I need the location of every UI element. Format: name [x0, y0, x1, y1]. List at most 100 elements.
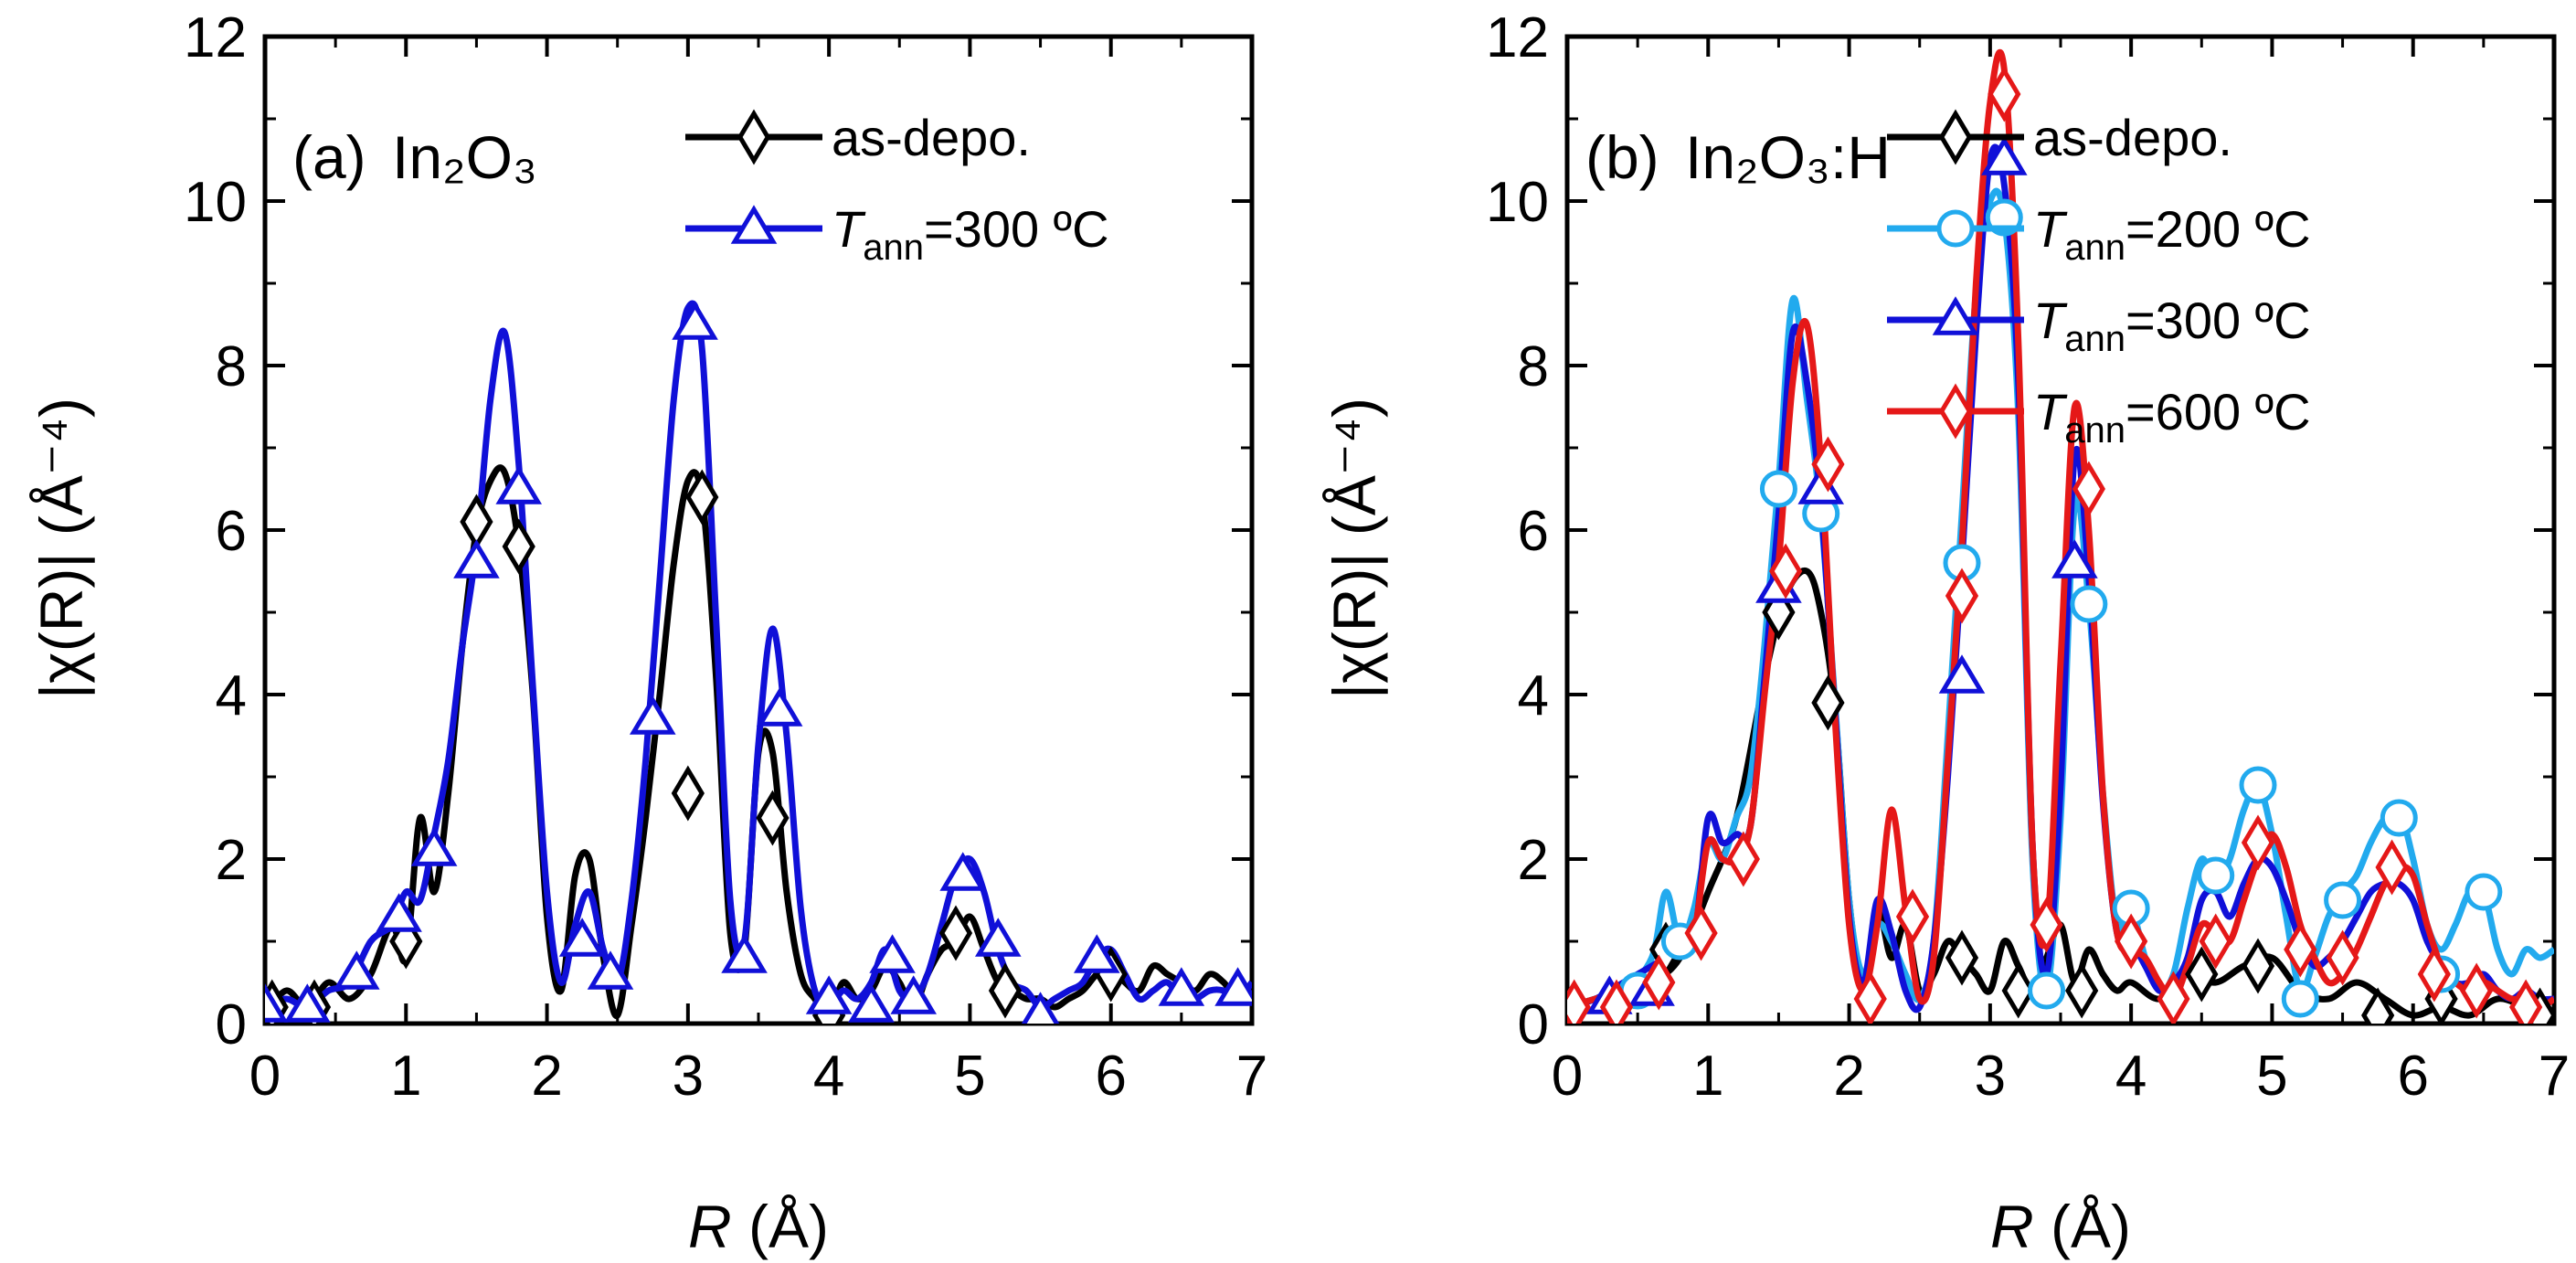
- series-marker-3: [1642, 954, 1676, 1011]
- series-marker-1: [495, 465, 543, 504]
- series-marker-3: [1853, 971, 1887, 1024]
- series-marker-0: [2241, 938, 2275, 994]
- series-marker-3: [1567, 979, 1591, 1024]
- series-marker-1: [453, 539, 500, 578]
- clipped-series: [265, 300, 1252, 1024]
- series-marker-1: [1759, 470, 1797, 508]
- x-tick-label: 2: [531, 1045, 562, 1108]
- series-marker-3: [2241, 814, 2275, 871]
- legend-marker: [1938, 109, 1973, 165]
- x-tick-label: 7: [1236, 1045, 1267, 1108]
- x-axis-label: R (Å): [1990, 1193, 2131, 1260]
- legend-label-sub: ann: [2064, 319, 2125, 359]
- clipped-series: [1567, 48, 2554, 1024]
- series-marker-0: [2001, 962, 2035, 1019]
- series-marker-3: [2509, 979, 2543, 1024]
- y-tick-label: 8: [216, 335, 247, 398]
- legend-marker: [1936, 209, 1975, 248]
- legend-item-0: as-depo.: [685, 109, 1031, 166]
- legend-item-2: Tann=300 ºC: [1887, 292, 2311, 359]
- series-marker-2: [1980, 136, 2028, 175]
- y-tick-label: 6: [216, 500, 247, 563]
- x-tick-label: 4: [813, 1045, 844, 1108]
- y-tick-label: 2: [1518, 829, 1549, 892]
- series-line-1: [265, 300, 1252, 1011]
- x-tick-label: 2: [1833, 1045, 1864, 1108]
- legend-label-var: T: [2033, 200, 2068, 258]
- legend-label: Tann=300 ºC: [832, 200, 1109, 268]
- series-marker-0: [988, 962, 1023, 1019]
- series-marker-1: [558, 918, 606, 957]
- series-marker-1: [939, 852, 987, 891]
- series-marker-1: [1073, 934, 1120, 973]
- series-marker-0: [502, 518, 535, 575]
- panel-a: |χ(R)| (Å⁻⁴) R (Å) (a) In₂O₃ 0 1 2 3 4 5 6 7024…: [27, 6, 1267, 1260]
- series-marker-1: [410, 827, 458, 866]
- y-tick-label: 4: [216, 664, 247, 727]
- series-marker-3: [2326, 929, 2359, 986]
- series-marker-3: [1684, 905, 1718, 961]
- legend-item-1: Tann=300 ºC: [685, 200, 1109, 268]
- x-tick-label: 5: [954, 1045, 985, 1108]
- y-tick-label: 0: [1518, 993, 1549, 1056]
- panel-label: (b) In₂O₃:H: [1585, 123, 1891, 191]
- series-line-2: [1567, 143, 2554, 1014]
- series-marker-1: [265, 983, 289, 1023]
- series-marker-3: [2199, 913, 2232, 970]
- series-marker-1: [756, 687, 803, 727]
- legend-label: as-depo.: [2033, 109, 2232, 166]
- legend-item-0: as-depo.: [1887, 109, 2232, 166]
- legend-label-rest: =600 ºC: [2125, 383, 2311, 440]
- legend-marker: [737, 109, 771, 165]
- series-marker-3: [1811, 436, 1845, 493]
- series-marker-3: [1726, 831, 1760, 887]
- series-marker-0: [460, 494, 493, 550]
- panel-id: (a): [292, 123, 366, 191]
- y-tick-label: 0: [216, 993, 247, 1056]
- series-marker-1: [2239, 766, 2277, 804]
- series-marker-3: [2417, 946, 2451, 1003]
- series-marker-1: [848, 983, 895, 1023]
- x-tick-label: 5: [2256, 1045, 2287, 1108]
- x-axis-label-unit: (Å): [2051, 1193, 2131, 1260]
- x-tick-label: 4: [2115, 1045, 2147, 1108]
- legend-marker: [1932, 296, 1979, 335]
- legend-label-sub: ann: [2064, 410, 2125, 451]
- series-marker-1: [2070, 585, 2108, 623]
- series-marker-3: [2072, 461, 2105, 517]
- legend-label: Tann=600 ºC: [2033, 383, 2311, 451]
- series-marker-1: [890, 975, 938, 1014]
- series-marker-3: [2157, 971, 2190, 1024]
- series-marker-1: [2465, 873, 2503, 911]
- series-marker-1: [2028, 971, 2066, 1010]
- legend-label-var: T: [832, 200, 866, 258]
- plot-series: [265, 300, 1252, 1024]
- legend-label-var: T: [2033, 383, 2068, 440]
- series-marker-2: [2051, 539, 2098, 578]
- series-marker-0: [2065, 962, 2099, 1019]
- y-tick-label: 8: [1518, 335, 1549, 398]
- y-tick-label: 12: [1486, 6, 1549, 69]
- series-marker-1: [2380, 799, 2418, 837]
- series-marker-3: [1599, 979, 1634, 1024]
- series-marker-0: [1945, 929, 1979, 986]
- legend-label: Tann=200 ºC: [2033, 200, 2311, 268]
- series-marker-0: [756, 790, 790, 846]
- x-axis-label: R (Å): [688, 1193, 829, 1260]
- series-marker-1: [805, 975, 853, 1014]
- x-tick-label: 6: [2397, 1045, 2428, 1108]
- x-tick-label: 3: [673, 1045, 704, 1108]
- panel-label: (a) In₂O₃: [292, 123, 537, 191]
- panel-material: In₂O₃: [392, 123, 537, 191]
- series-marker-1: [1158, 967, 1205, 1006]
- x-tick-label: 0: [249, 1045, 281, 1108]
- legend-marker: [730, 205, 778, 244]
- series-marker-0: [2185, 946, 2219, 1003]
- series-marker-3: [1988, 66, 2021, 122]
- legend-label: as-depo.: [832, 109, 1031, 166]
- legend-label-var: T: [2033, 292, 2068, 349]
- series-marker-2: [1938, 654, 1986, 694]
